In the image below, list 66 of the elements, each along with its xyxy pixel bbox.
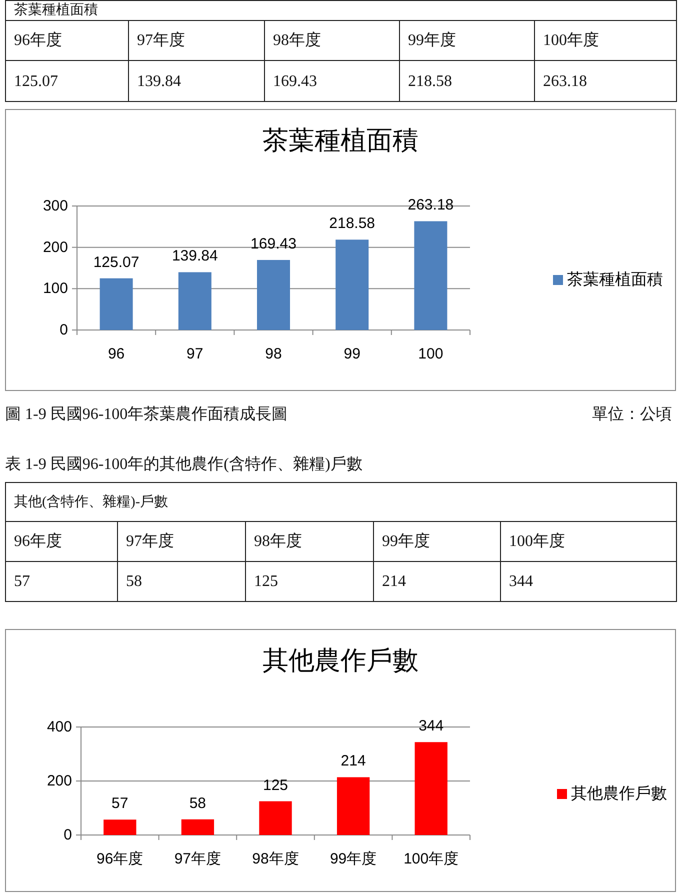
x-tick-label: 96 (108, 346, 125, 362)
text: 表 1-9 民國96-100年的其他農作(含特作、雜糧)戶數 (5, 454, 362, 475)
x-tick-label: 97 (186, 346, 204, 362)
text: 100年度 (500, 522, 677, 562)
data-label: 263.18 (408, 196, 454, 214)
data-label: 125 (262, 776, 288, 794)
bar (256, 260, 290, 330)
text: 97年度 (128, 20, 264, 60)
data-label: 57 (112, 795, 128, 812)
data-label: 344 (418, 718, 444, 735)
x-tick-label: 97年度 (174, 850, 222, 868)
bar (100, 278, 133, 330)
bar (259, 801, 292, 835)
caption: 圖 1-9 民國96-100年茶葉農作面積成長圖 (5, 404, 288, 425)
text: 單位：公頃 (592, 405, 672, 425)
chart-title: 其他農作戶數 (262, 645, 418, 675)
text: 125.07 (6, 60, 128, 102)
y-tick-label: 0 (64, 826, 72, 844)
x-tick-label: 99年度 (330, 850, 377, 868)
text: 344 (500, 562, 677, 602)
text: 58 (118, 562, 246, 602)
y-tick-label: 0 (60, 322, 68, 338)
text: 57 (6, 562, 118, 602)
text: 99年度 (374, 522, 500, 562)
text: 125 (246, 562, 374, 602)
data-label: 125.07 (93, 254, 140, 271)
text: 98年度 (246, 522, 374, 562)
x-tick-label: 98 (265, 346, 282, 362)
text: 169.43 (264, 60, 400, 102)
bar (414, 742, 448, 835)
x-tick-label: 100 (418, 346, 444, 362)
bar (178, 272, 212, 330)
text: 214 (374, 562, 500, 602)
text: 218.58 (400, 60, 534, 102)
legend-label: 茶葉種植面積 (567, 270, 663, 288)
y-tick-label: 200 (42, 238, 68, 256)
data-label: 169.43 (250, 235, 296, 252)
y-tick-label: 200 (46, 772, 72, 790)
legend-label: 其他農作戶數 (571, 784, 667, 802)
text: 其他(含特作、雜糧)-戶數 (6, 482, 677, 522)
y-tick-label: 100 (42, 280, 68, 298)
bar (181, 819, 214, 835)
text: 139.84 (128, 60, 264, 102)
y-tick-label: 400 (46, 718, 72, 736)
chart-title: 茶葉種植面積 (262, 125, 418, 155)
data-label: 58 (189, 794, 206, 812)
text: 100年度 (534, 20, 677, 60)
data-label: 214 (340, 752, 366, 770)
data-label: 139.84 (172, 248, 218, 265)
text: 96年度 (6, 20, 128, 60)
x-tick-label: 98年度 (252, 850, 299, 868)
y-tick-label: 300 (42, 198, 68, 214)
text: 263.18 (534, 60, 677, 102)
text: 98年度 (264, 20, 400, 60)
bar (104, 820, 136, 835)
x-tick-label: 100年度 (404, 850, 459, 868)
text: 99年度 (400, 20, 534, 60)
bar (414, 221, 448, 330)
x-tick-label: 99 (344, 346, 360, 362)
text: 茶葉種植面積 (6, 0, 677, 20)
text: 97年度 (118, 522, 246, 562)
text: 96年度 (6, 522, 118, 562)
bar (336, 777, 370, 835)
x-tick-label: 96年度 (96, 850, 144, 868)
bar (336, 240, 369, 330)
data-label: 218.58 (329, 215, 376, 232)
